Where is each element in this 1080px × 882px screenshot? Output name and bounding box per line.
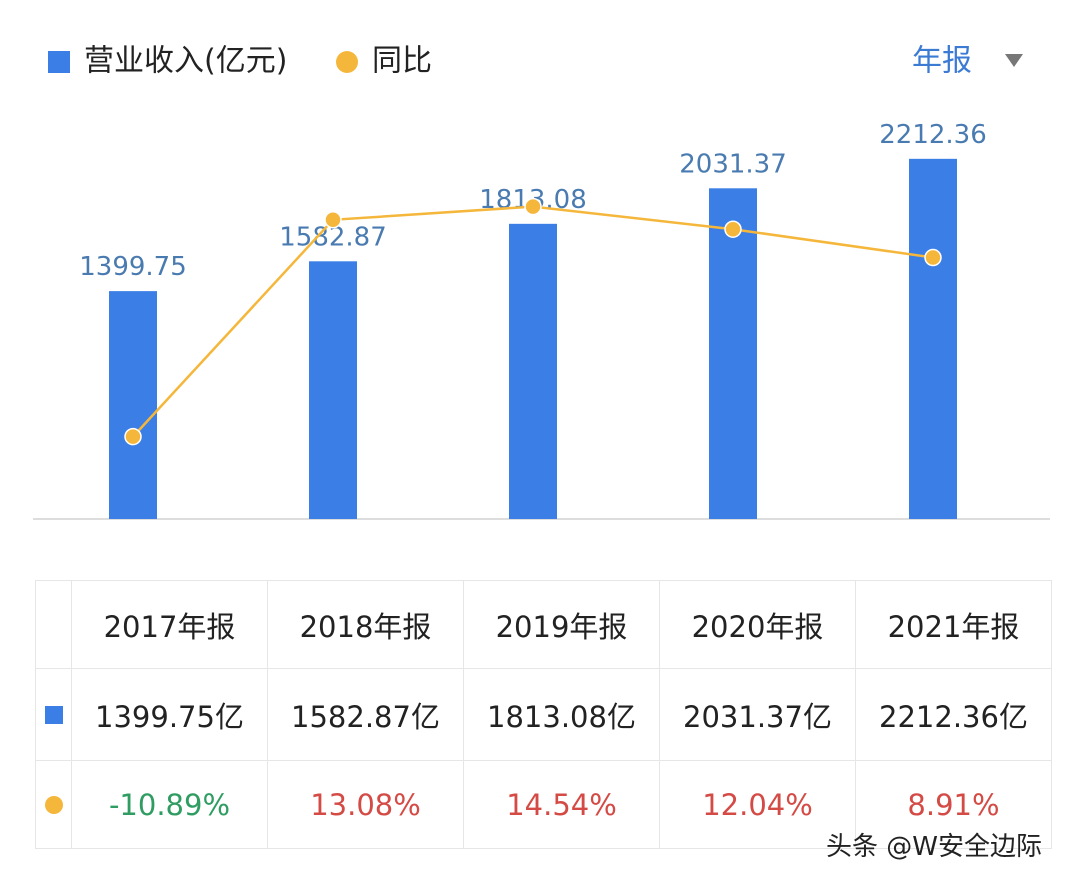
yoy-cell: 13.08%	[267, 760, 464, 849]
legend-swatch	[48, 51, 70, 73]
legend-label: 同比	[372, 44, 432, 79]
year-header: 2018年报	[267, 580, 464, 669]
bar	[509, 223, 557, 520]
icon-cell	[35, 760, 72, 849]
bar	[109, 291, 157, 519]
year-header: 2021年报	[855, 580, 1052, 669]
bar	[909, 158, 957, 519]
legend-label: 营业收入(亿元)	[84, 44, 287, 79]
line-point	[124, 427, 142, 446]
line-point	[924, 248, 942, 267]
line-point	[324, 211, 342, 229]
chart: 年报 营业收入(亿元)同比1399.751582.871813.082031.3…	[33, 44, 1050, 520]
revenue-row: 1399.75亿 1582.87亿 1813.08亿 2031.37亿 2212.36亿	[35, 668, 1052, 761]
line-point	[724, 220, 742, 238]
watermark: 头条 @W安全边际	[826, 832, 1042, 862]
year-header: 2020年报	[659, 580, 856, 669]
revenue-cell: 2212.36亿	[855, 668, 1052, 761]
revenue-cell: 1813.08亿	[463, 668, 660, 761]
bar-value-label: 2031.37	[679, 149, 787, 179]
header-row: 2017年报 2018年报 2019年报 2020年报 2021年报	[35, 580, 1052, 669]
icon-cell	[35, 668, 72, 761]
year-header: 2019年报	[463, 580, 660, 669]
data-table: 2017年报 2018年报 2019年报 2020年报 2021年报 1399.75亿 1…	[35, 580, 1052, 849]
period-selector[interactable]: 年报	[912, 44, 972, 79]
yoy-icon	[44, 795, 63, 814]
revenue-cell: 2031.37亿	[659, 668, 856, 761]
revenue-cell: 1399.75亿	[71, 668, 268, 761]
bar-value-label: 2212.36	[879, 120, 987, 150]
year-header: 2017年报	[71, 580, 268, 669]
legend-swatch	[336, 51, 358, 73]
revenue-cell: 1582.87亿	[267, 668, 464, 761]
bar	[309, 261, 357, 519]
yoy-cell: -10.89%	[71, 760, 268, 849]
dropdown-arrow[interactable]	[1005, 54, 1023, 67]
line-point	[524, 197, 542, 216]
bar	[709, 188, 757, 519]
yoy-row: -10.89% 13.08% 14.54% 12.04% 8.91%	[35, 760, 1052, 849]
yoy-cell: 12.04%	[659, 760, 856, 849]
revenue-icon	[44, 705, 63, 724]
yoy-cell: 8.91%	[855, 760, 1052, 849]
corner-cell	[35, 580, 72, 669]
yoy-cell: 14.54%	[463, 760, 660, 849]
bar-value-label: 1399.75	[79, 252, 187, 282]
